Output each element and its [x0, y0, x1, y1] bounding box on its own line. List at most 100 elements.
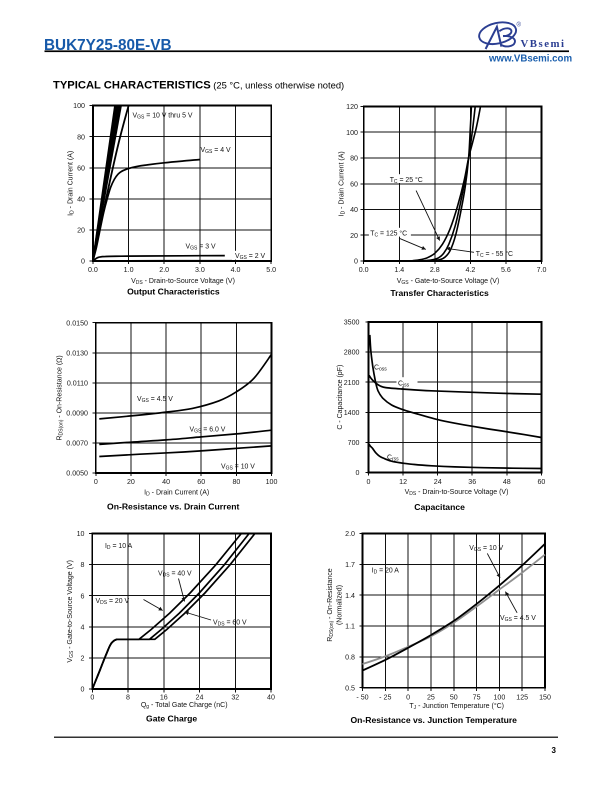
svg-text:7.0: 7.0: [537, 266, 547, 274]
svg-text:VGS = 4.5 V: VGS = 4.5 V: [500, 615, 536, 623]
svg-text:VDS = 20 V: VDS = 20 V: [96, 598, 130, 606]
svg-text:100: 100: [493, 693, 505, 701]
svg-text:60: 60: [537, 478, 545, 486]
svg-text:0: 0: [94, 478, 98, 486]
svg-text:VBsemi: VBsemi: [521, 38, 566, 50]
svg-text:1.1: 1.1: [345, 623, 355, 631]
svg-text:24: 24: [196, 693, 204, 701]
svg-text:VDS = 60 V: VDS = 60 V: [213, 619, 247, 627]
svg-text:www.VBsemi.com: www.VBsemi.com: [488, 53, 572, 64]
svg-text:Gate Charge: Gate Charge: [146, 713, 197, 723]
svg-text:2: 2: [81, 655, 85, 663]
svg-text:Qg - Total Gate Charge (nC): Qg - Total Gate Charge (nC): [141, 702, 228, 710]
svg-text:80: 80: [350, 155, 358, 163]
svg-text:3.0: 3.0: [195, 266, 205, 274]
svg-text:VGS = 4.5 V: VGS = 4.5 V: [137, 396, 173, 404]
svg-text:0.0150: 0.0150: [66, 319, 88, 327]
svg-text:RDS(on) - On-Resistance (Ω): RDS(on) - On-Resistance (Ω): [57, 355, 65, 440]
svg-text:ID = 20 A: ID = 20 A: [372, 567, 400, 575]
svg-text:16: 16: [160, 693, 168, 701]
svg-text:100: 100: [266, 478, 278, 486]
svg-text:VDS - Drain-to-Source Voltage: VDS - Drain-to-Source Voltage (V): [405, 489, 509, 497]
svg-text:On-Resistance vs. Junction Tem: On-Resistance vs. Junction Temperature: [350, 715, 517, 725]
svg-text:VGS = 6.0 V: VGS = 6.0 V: [190, 426, 226, 434]
svg-text:0: 0: [356, 469, 360, 477]
svg-text:2100: 2100: [344, 379, 360, 387]
svg-text:0: 0: [367, 478, 371, 486]
svg-text:TC = - 55 °C: TC = - 55 °C: [476, 250, 513, 259]
svg-text:VDS - Drain-to-Source Voltage: VDS - Drain-to-Source Voltage (V): [131, 278, 235, 286]
svg-text:80: 80: [77, 133, 85, 141]
svg-text:0.5: 0.5: [345, 684, 355, 692]
svg-text:- 25: - 25: [379, 693, 391, 701]
svg-text:Capacitance: Capacitance: [414, 502, 465, 512]
svg-text:TYPICAL CHARACTERISTICS (25 °C: TYPICAL CHARACTERISTICS (25 °C, unless o…: [53, 79, 344, 91]
svg-text:(Normalized): (Normalized): [336, 585, 343, 625]
svg-text:100: 100: [73, 102, 85, 110]
svg-text:100: 100: [346, 129, 358, 137]
svg-text:Ciss: Ciss: [398, 380, 410, 388]
svg-text:0.0130: 0.0130: [66, 349, 88, 357]
svg-text:32: 32: [231, 693, 239, 701]
svg-text:36: 36: [468, 478, 476, 486]
svg-text:0: 0: [81, 258, 85, 266]
svg-text:1.4: 1.4: [394, 266, 404, 274]
svg-text:1.4: 1.4: [345, 592, 355, 600]
svg-text:40: 40: [77, 195, 85, 203]
svg-text:VGS = 10 V thru 5 V: VGS = 10 V thru 5 V: [133, 112, 193, 120]
svg-text:2.0: 2.0: [159, 266, 169, 274]
svg-text:8: 8: [81, 561, 85, 569]
svg-text:3500: 3500: [344, 319, 360, 327]
svg-text:4: 4: [81, 624, 85, 632]
svg-text:1400: 1400: [344, 409, 360, 417]
svg-text:12: 12: [399, 478, 407, 486]
svg-text:4.2: 4.2: [465, 266, 475, 274]
svg-text:60: 60: [197, 478, 205, 486]
svg-text:40: 40: [350, 206, 358, 214]
svg-text:VGS = 2 V: VGS = 2 V: [235, 253, 265, 261]
svg-text:0.8: 0.8: [345, 654, 355, 662]
svg-text:3: 3: [552, 746, 557, 755]
svg-text:20: 20: [350, 232, 358, 240]
svg-text:0.0: 0.0: [359, 266, 369, 274]
svg-text:60: 60: [350, 180, 358, 188]
svg-text:24: 24: [434, 478, 442, 486]
svg-text:40: 40: [267, 693, 275, 701]
svg-text:C - Capacitance (pF): C - Capacitance (pF): [337, 365, 344, 430]
svg-text:BUK7Y25-80E-VB: BUK7Y25-80E-VB: [44, 37, 172, 54]
svg-text:0.0050: 0.0050: [66, 470, 88, 478]
svg-text:VGS = 10 V: VGS = 10 V: [469, 545, 503, 553]
svg-text:Transfer Characteristics: Transfer Characteristics: [390, 288, 489, 298]
svg-text:80: 80: [232, 478, 240, 486]
svg-text:TC = 25 °C: TC = 25 °C: [390, 176, 423, 185]
svg-text:10: 10: [77, 530, 85, 538]
svg-text:- 50: - 50: [356, 693, 368, 701]
svg-text:VGS = 4 V: VGS = 4 V: [201, 147, 231, 155]
svg-text:2800: 2800: [344, 349, 360, 357]
svg-text:ID = 10 A: ID = 10 A: [105, 543, 133, 551]
svg-text:60: 60: [77, 164, 85, 172]
svg-text:VDS = 40 V: VDS = 40 V: [158, 570, 192, 578]
svg-text:®: ®: [517, 22, 522, 29]
svg-text:40: 40: [162, 478, 170, 486]
svg-text:20: 20: [127, 478, 135, 486]
svg-text:Crss: Crss: [387, 454, 399, 462]
svg-text:ID - Drain Current (A): ID - Drain Current (A): [144, 490, 209, 498]
svg-text:0.0090: 0.0090: [66, 410, 88, 418]
svg-text:0: 0: [406, 693, 410, 701]
svg-text:VGS = 3 V: VGS = 3 V: [186, 243, 216, 251]
svg-text:VGS = 10 V: VGS = 10 V: [221, 463, 255, 471]
svg-text:0: 0: [354, 258, 358, 266]
svg-text:8: 8: [126, 693, 130, 701]
svg-text:ID - Drain Current (A): ID - Drain Current (A): [339, 151, 347, 216]
svg-text:0.0070: 0.0070: [66, 440, 88, 448]
svg-text:Coss: Coss: [374, 364, 387, 372]
svg-text:Output Characteristics: Output Characteristics: [127, 287, 220, 297]
svg-text:On-Resistance vs. Drain Curren: On-Resistance vs. Drain Current: [107, 502, 239, 512]
svg-text:0.0: 0.0: [88, 266, 98, 274]
svg-text:ID - Drain Current (A): ID - Drain Current (A): [68, 151, 76, 216]
svg-text:2.8: 2.8: [430, 266, 440, 274]
svg-text:48: 48: [503, 478, 511, 486]
svg-text:4.0: 4.0: [231, 266, 241, 274]
svg-text:1.7: 1.7: [345, 561, 355, 569]
